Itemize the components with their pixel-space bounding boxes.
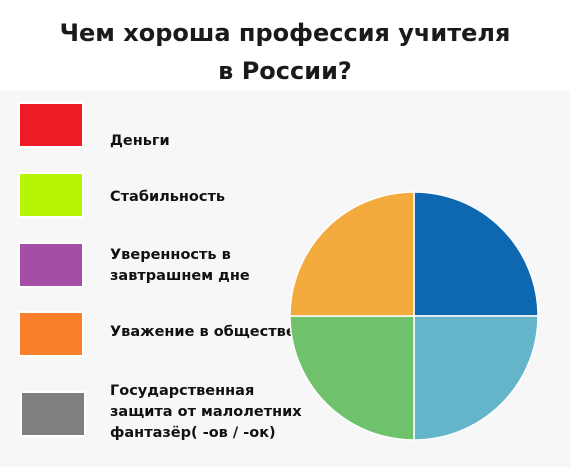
legend-label-money: Деньги xyxy=(110,133,170,149)
chart-title: Чем хороша профессия учителя в России? xyxy=(20,14,550,90)
legend-label-stability: Стабильность xyxy=(110,189,226,205)
legend-label-respect: Уважение в обществе xyxy=(110,324,296,340)
legend-swatch-confidence xyxy=(18,242,84,288)
legend-swatch-money xyxy=(18,102,84,148)
pie-slice-1 xyxy=(413,191,539,317)
pie-slice-3 xyxy=(289,315,415,441)
legend-swatch-state-protection xyxy=(20,391,86,437)
legend-swatch-respect xyxy=(18,311,84,357)
legend-swatch-stability xyxy=(18,172,84,218)
legend-label-confidence: Уверенность в завтрашнем дне xyxy=(110,247,250,284)
legend-label-state-protection: Государственная защита от малолетних фан… xyxy=(110,383,302,441)
chart-title-line-2: в России? xyxy=(218,57,352,85)
chart-title-line-1: Чем хороша профессия учителя xyxy=(59,19,511,47)
pie-slice-4 xyxy=(289,191,415,317)
pie-slice-2 xyxy=(413,315,539,441)
title-band xyxy=(0,0,570,90)
